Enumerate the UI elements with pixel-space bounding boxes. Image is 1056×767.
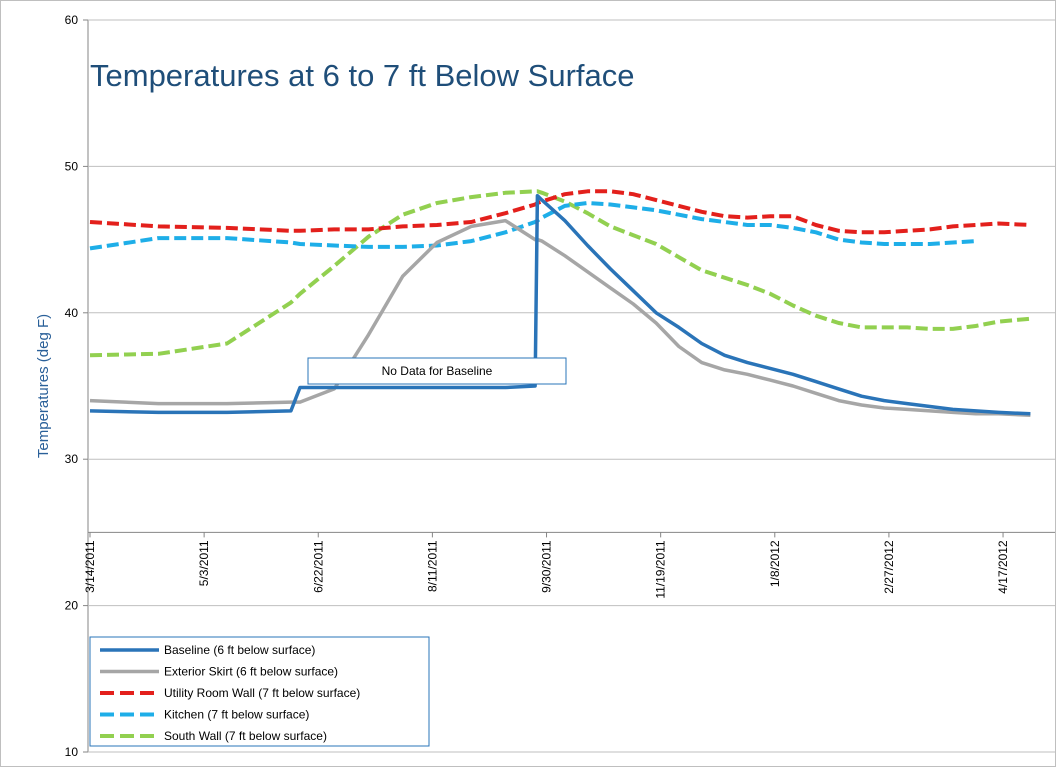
series-line <box>89 189 1031 358</box>
legend-label: South Wall (7 ft below surface) <box>164 729 327 743</box>
y-tick-label: 60 <box>65 13 79 27</box>
x-tick-label: 3/14/2011 <box>83 540 97 593</box>
y-tick-label: 30 <box>65 452 79 466</box>
annotation-box <box>307 357 567 385</box>
legend-label: Baseline (6 ft below surface) <box>164 643 315 657</box>
lines <box>89 189 1031 418</box>
x-tick-label: 8/11/2011 <box>425 540 439 592</box>
chart-title: Temperatures at 6 to 7 ft Below Surface <box>90 58 635 93</box>
legend-label: Exterior Skirt (6 ft below surface) <box>164 665 338 679</box>
grid <box>83 19 1055 753</box>
x-tick-label: 1/8/2012 <box>768 540 782 587</box>
y-tick-label: 40 <box>65 306 79 320</box>
series-line <box>89 218 1031 418</box>
series-line <box>89 189 1031 235</box>
annotation: No Data for Baseline <box>382 364 493 378</box>
y-axis-label: Temperatures (deg F) <box>35 314 52 458</box>
series-line <box>89 193 1031 416</box>
y-tick-label: 20 <box>65 599 79 613</box>
x-tick-label: 2/27/2012 <box>882 540 896 594</box>
y-tick-label: 50 <box>65 159 79 173</box>
x-tick-label: 11/19/2011 <box>654 540 668 599</box>
series-line <box>89 201 976 251</box>
legend-label: Kitchen (7 ft below surface) <box>164 708 309 722</box>
x-tick-label: 4/17/2012 <box>996 540 1010 594</box>
y-tick-label: 10 <box>65 745 79 759</box>
x-tick-label: 9/30/2011 <box>540 540 554 593</box>
x-tick-label: 6/22/2011 <box>311 540 325 593</box>
legend-label: Utility Room Wall (7 ft below surface) <box>164 686 360 700</box>
x-tick-label: 5/3/2011 <box>197 540 211 586</box>
